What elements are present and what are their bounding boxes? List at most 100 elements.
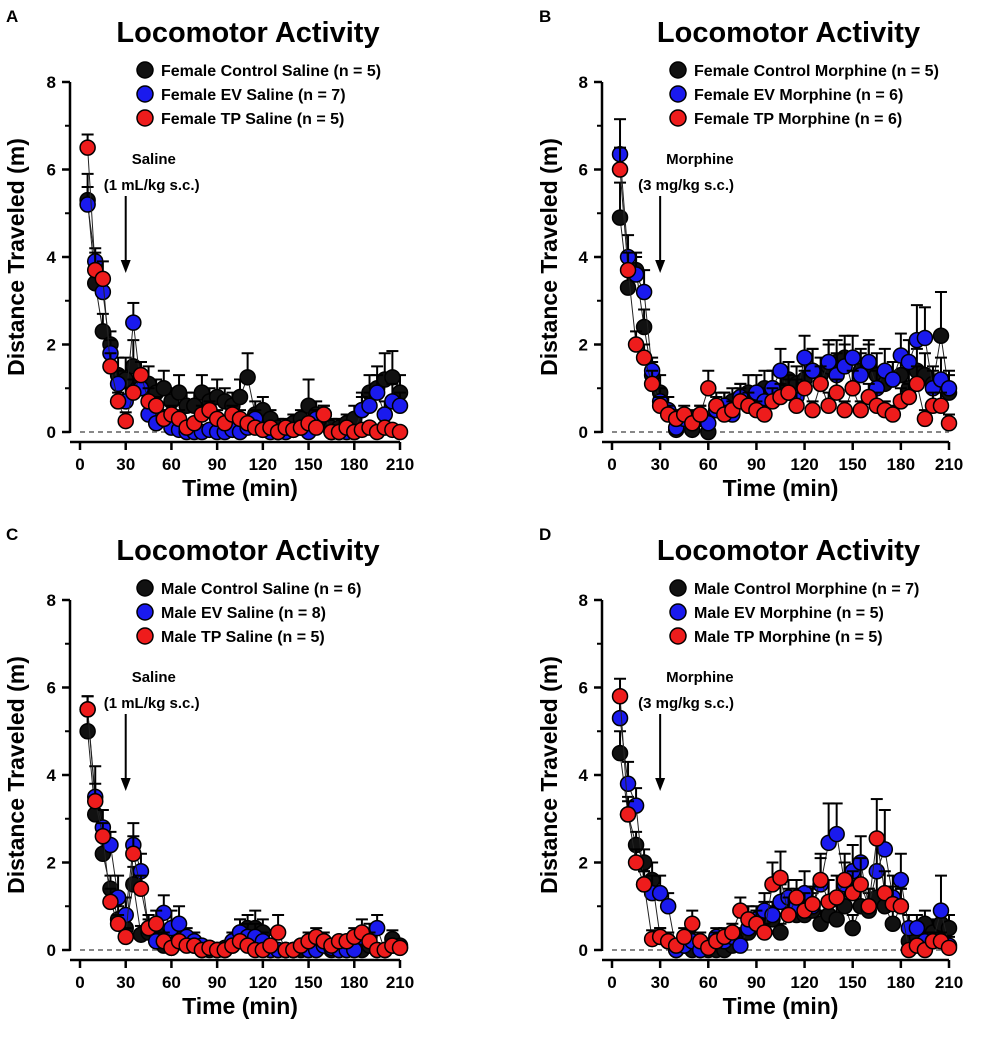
data-point bbox=[916, 329, 934, 347]
data-point bbox=[804, 895, 821, 913]
data-point bbox=[932, 397, 950, 414]
data-point bbox=[756, 924, 773, 941]
y-axis-label: Distance Traveled (m) bbox=[536, 138, 562, 376]
data-point bbox=[700, 380, 717, 397]
data-point bbox=[788, 397, 805, 414]
data-point bbox=[86, 793, 104, 810]
data-point bbox=[627, 336, 645, 353]
y-tick-label: 8 bbox=[579, 591, 588, 610]
injection-label: Saline bbox=[132, 151, 176, 168]
data-point bbox=[231, 388, 249, 406]
data-point bbox=[828, 825, 845, 843]
x-tick-label: 0 bbox=[607, 455, 616, 474]
legend-label: Female EV Saline (n = 7) bbox=[161, 87, 346, 104]
x-axis-label: Time (min) bbox=[723, 993, 839, 1019]
data-point bbox=[651, 884, 669, 902]
data-point bbox=[876, 841, 894, 858]
data-point bbox=[147, 915, 165, 932]
x-tick-label: 90 bbox=[208, 455, 227, 474]
data-point bbox=[812, 375, 829, 393]
data-point bbox=[155, 380, 173, 397]
data-point bbox=[611, 161, 629, 178]
y-tick-label: 0 bbox=[579, 423, 588, 442]
data-point bbox=[876, 884, 894, 902]
legend: Female Control Morphine (n = 5) Female EV… bbox=[669, 61, 939, 128]
legend-label: Female EV Morphine (n = 6) bbox=[694, 87, 903, 104]
panel-label: D bbox=[539, 525, 551, 544]
injection-dose-label: (1 mL/kg s.c.) bbox=[104, 177, 200, 194]
data-point bbox=[860, 353, 878, 371]
data-point bbox=[683, 915, 701, 932]
series-2 bbox=[611, 677, 958, 959]
data-point bbox=[836, 401, 853, 419]
data-point bbox=[796, 349, 813, 366]
data-point bbox=[262, 937, 279, 954]
data-point bbox=[619, 775, 637, 792]
x-tick-label: 30 bbox=[116, 973, 135, 992]
data-point bbox=[635, 349, 653, 366]
x-axis-label: Time (min) bbox=[723, 475, 839, 501]
data-point bbox=[170, 915, 188, 932]
data-point bbox=[117, 928, 134, 946]
data-point bbox=[109, 915, 127, 932]
data-point bbox=[361, 397, 378, 414]
data-point bbox=[125, 845, 142, 862]
panel-d: D Locomotor Activity 0 2 4 6 8 0 30 60 90 120 150 180… bbox=[536, 525, 963, 1019]
data-point bbox=[772, 362, 789, 379]
y-tick-label: 8 bbox=[579, 73, 588, 92]
data-point bbox=[884, 371, 902, 388]
data-point bbox=[109, 393, 127, 410]
data-point bbox=[844, 919, 861, 937]
data-point bbox=[384, 369, 401, 386]
data-point bbox=[79, 196, 96, 213]
data-point bbox=[780, 384, 797, 401]
data-point bbox=[844, 349, 861, 366]
legend-marker bbox=[136, 61, 154, 79]
x-tick-label: 210 bbox=[386, 455, 414, 474]
data-point bbox=[932, 327, 950, 344]
data-point bbox=[391, 939, 409, 957]
data-point bbox=[619, 279, 637, 296]
legend-label: Male TP Saline (n = 5) bbox=[161, 629, 325, 646]
x-tick-label: 120 bbox=[790, 455, 818, 474]
legend: Male Control Saline (n = 6) Male EV Salin… bbox=[136, 579, 361, 646]
data-point bbox=[732, 937, 749, 954]
data-point bbox=[132, 366, 150, 384]
legend-label: Female Control Morphine (n = 5) bbox=[694, 63, 939, 80]
legend-label: Male Control Saline (n = 6) bbox=[161, 581, 361, 598]
y-tick-label: 4 bbox=[47, 248, 57, 267]
panel-label: A bbox=[6, 7, 18, 26]
data-point bbox=[94, 828, 112, 845]
data-point bbox=[804, 401, 821, 419]
series-2 bbox=[79, 695, 409, 959]
x-tick-label: 60 bbox=[162, 455, 181, 474]
data-point bbox=[239, 369, 256, 386]
injection-label: Saline bbox=[132, 669, 176, 686]
panel-b: B Locomotor Activity 0 2 4 6 8 0 30 60 90 120 150 180… bbox=[536, 7, 963, 501]
data-point bbox=[102, 893, 119, 911]
y-tick-label: 6 bbox=[579, 679, 588, 698]
x-tick-label: 0 bbox=[607, 973, 616, 992]
x-tick-label: 150 bbox=[294, 973, 322, 992]
data-point bbox=[635, 283, 653, 301]
data-point bbox=[391, 423, 409, 441]
legend-marker bbox=[136, 627, 154, 645]
y-tick-label: 2 bbox=[47, 336, 56, 355]
injection-arrow-head bbox=[120, 260, 131, 273]
data-point bbox=[828, 889, 845, 906]
data-point bbox=[635, 876, 653, 893]
x-tick-label: 210 bbox=[935, 455, 963, 474]
x-axis-label: Time (min) bbox=[182, 475, 298, 501]
x-tick-label: 60 bbox=[699, 973, 718, 992]
x-tick-label: 30 bbox=[651, 455, 670, 474]
x-tick-label: 180 bbox=[887, 455, 915, 474]
data-point bbox=[619, 806, 637, 823]
data-point bbox=[391, 397, 409, 414]
data-point bbox=[724, 924, 741, 941]
injection-label: Morphine bbox=[666, 151, 734, 168]
legend: Female Control Saline (n = 5) Female EV S… bbox=[136, 61, 381, 128]
data-point bbox=[611, 688, 629, 705]
data-point bbox=[940, 415, 958, 432]
data-point bbox=[368, 384, 386, 401]
legend-marker bbox=[669, 85, 687, 103]
